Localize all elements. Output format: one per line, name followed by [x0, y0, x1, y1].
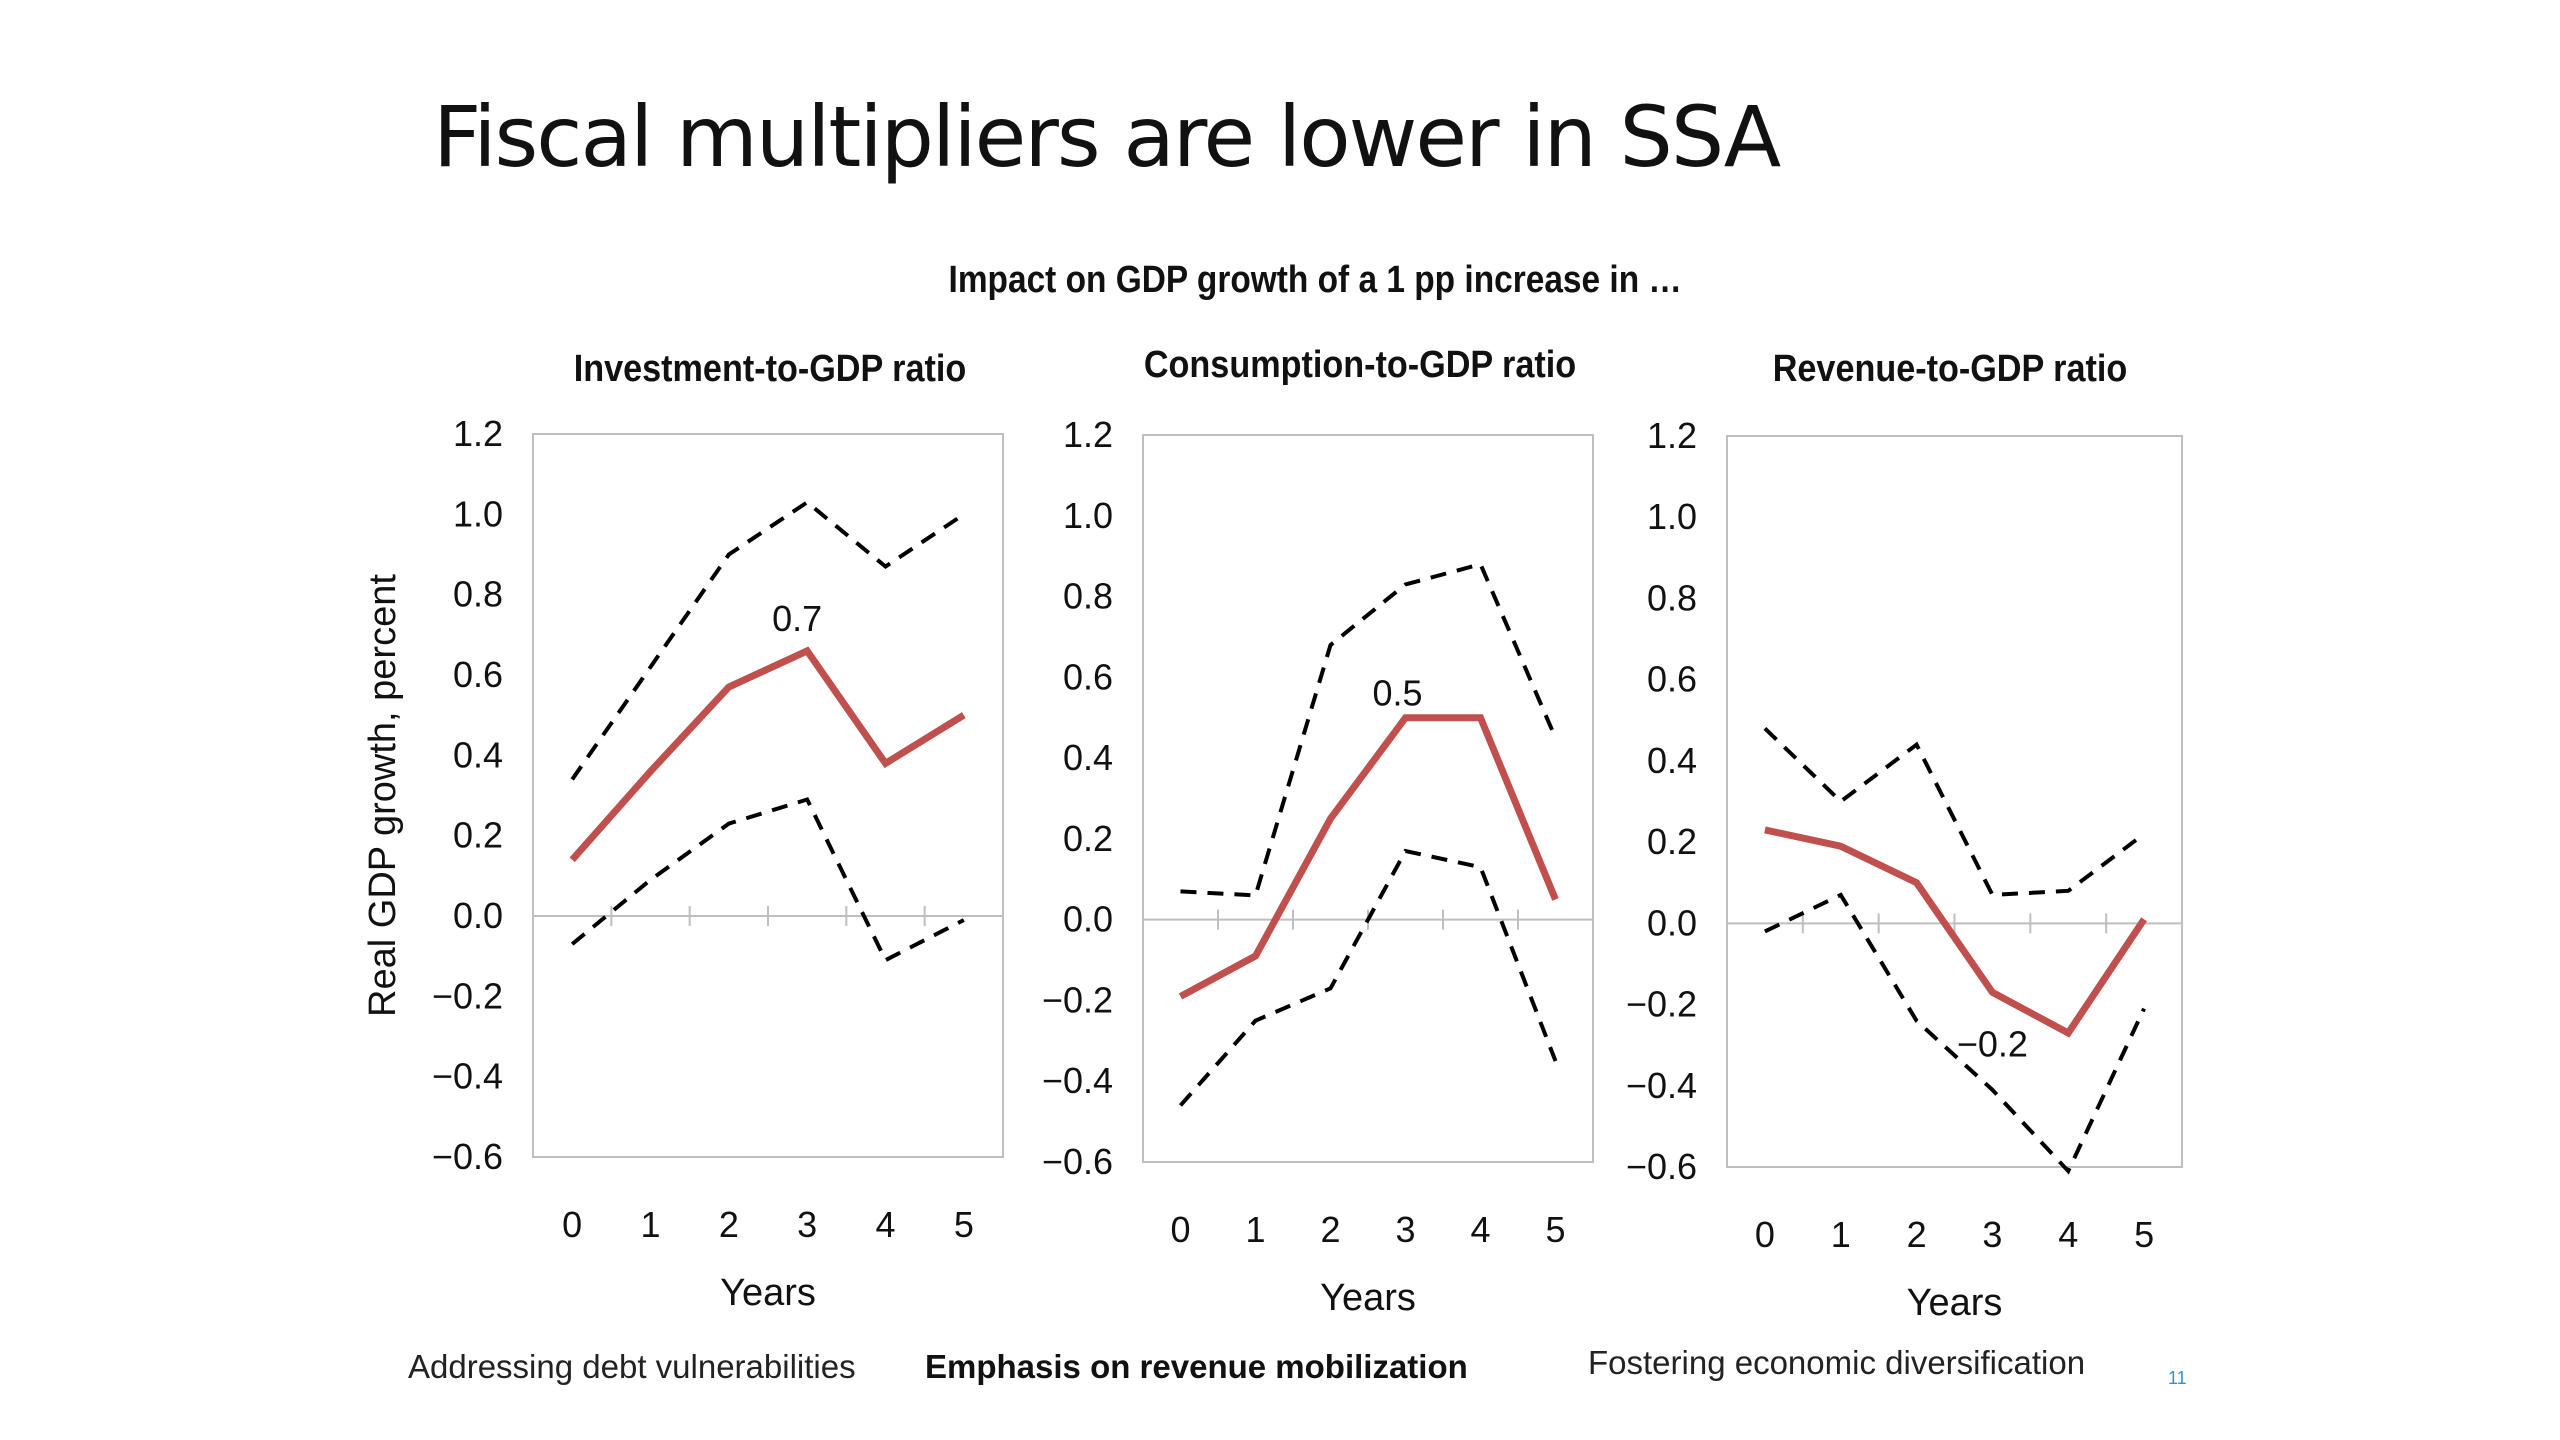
- data-label: 0.5: [1372, 673, 1422, 714]
- footer-right: Fostering economic diversification: [1588, 1344, 2086, 1381]
- panel-title: Investment-to-GDP ratio: [574, 346, 966, 389]
- series-band-line: [1179, 848, 1558, 1107]
- y-tick-label: −0.6: [1626, 1146, 1697, 1187]
- y-tick-label: 0.8: [1063, 576, 1113, 617]
- y-tick-label: 1.0: [1647, 496, 1697, 537]
- y-tick-label: 0.8: [453, 574, 503, 615]
- x-tick-label: 1: [1245, 1209, 1265, 1250]
- series-band-line: [1763, 726, 2146, 897]
- plot-frame-0: [532, 433, 1004, 1158]
- y-tick-label: 1.0: [453, 493, 503, 534]
- slide-number: 11: [2168, 1368, 2187, 1388]
- x-tick-label: 5: [2134, 1214, 2154, 1255]
- y-tick-label: −0.4: [432, 1056, 503, 1097]
- chart-suptitle: Impact on GDP growth of a 1 pp increase …: [948, 259, 1682, 301]
- y-tick-label: 0.0: [1063, 899, 1113, 940]
- x-tick-label: 1: [1831, 1214, 1851, 1255]
- y-tick-label: −0.4: [1042, 1060, 1113, 1101]
- footer-center: Emphasis on revenue mobilization: [925, 1348, 1468, 1385]
- y-tick-label: 0.2: [1647, 821, 1697, 862]
- series-band-line: [1764, 892, 2146, 1175]
- y-tick-label: 1.2: [1063, 414, 1113, 455]
- x-axis-title: Years: [1320, 1277, 1416, 1319]
- x-axis-title: Years: [1907, 1282, 2003, 1324]
- y-tick-label: 0.6: [1063, 656, 1113, 697]
- y-tick-label: −0.4: [1626, 1065, 1697, 1106]
- data-label: 0.7: [772, 598, 822, 639]
- y-tick-label: 0.8: [1647, 577, 1697, 618]
- y-tick-label: 1.0: [1063, 495, 1113, 536]
- y-tick-label: −0.2: [1042, 979, 1113, 1020]
- x-axis-title: Years: [720, 1272, 816, 1314]
- y-tick-label: 0.4: [453, 734, 503, 775]
- x-tick-label: 5: [1545, 1209, 1565, 1250]
- x-tick-label: 2: [1320, 1209, 1340, 1250]
- x-tick-label: 0: [1755, 1214, 1775, 1255]
- y-tick-label: −0.2: [1626, 984, 1697, 1025]
- plot-frame-2: [1726, 435, 2183, 1168]
- panel-title: Revenue-to-GDP ratio: [1773, 346, 2127, 389]
- y-tick-label: 0.6: [453, 654, 503, 695]
- y-tick-label: −0.2: [432, 975, 503, 1016]
- x-tick-label: 1: [640, 1204, 660, 1245]
- series-band-line: [1180, 561, 1558, 898]
- series-band-line: [570, 499, 965, 781]
- x-tick-label: 4: [1470, 1209, 1490, 1250]
- x-tick-label: 0: [562, 1204, 582, 1245]
- x-tick-label: 3: [1395, 1209, 1415, 1250]
- y-tick-label: 0.6: [1647, 659, 1697, 700]
- slide-title: Fiscal multipliers are lower in SSA: [433, 88, 1781, 186]
- x-tick-label: 5: [954, 1204, 974, 1245]
- y-tick-label: −0.6: [1042, 1141, 1113, 1182]
- y-tick-label: −0.6: [432, 1136, 503, 1177]
- y-tick-label: 0.0: [1647, 902, 1697, 943]
- x-tick-label: 3: [1982, 1214, 2002, 1255]
- x-tick-label: 2: [719, 1204, 739, 1245]
- series-estimate-line: [569, 646, 966, 863]
- y-tick-label: 0.4: [1647, 740, 1697, 781]
- x-tick-label: 4: [2058, 1214, 2078, 1255]
- series-estimate-line: [1178, 714, 1559, 1000]
- y-tick-label: 1.2: [1647, 415, 1697, 456]
- series-band-line: [570, 797, 965, 963]
- x-tick-label: 4: [875, 1204, 895, 1245]
- y-tick-label: 0.2: [453, 815, 503, 856]
- y-tick-label: 0.2: [1063, 818, 1113, 859]
- data-label: −0.2: [1957, 1023, 2028, 1064]
- y-axis-title: Real GDP growth, percent: [362, 574, 404, 1017]
- footer-left: Addressing debt vulnerabilities: [408, 1348, 856, 1385]
- y-tick-label: 1.2: [453, 413, 503, 454]
- plot-frame-1: [1142, 434, 1594, 1163]
- y-tick-label: 0.4: [1063, 737, 1113, 778]
- x-tick-label: 0: [1170, 1209, 1190, 1250]
- series-estimate-line: [1764, 826, 2147, 1038]
- x-tick-label: 2: [1907, 1214, 1927, 1255]
- y-tick-label: 0.0: [453, 895, 503, 936]
- x-tick-label: 3: [797, 1204, 817, 1245]
- panel-title: Consumption-to-GDP ratio: [1144, 342, 1576, 385]
